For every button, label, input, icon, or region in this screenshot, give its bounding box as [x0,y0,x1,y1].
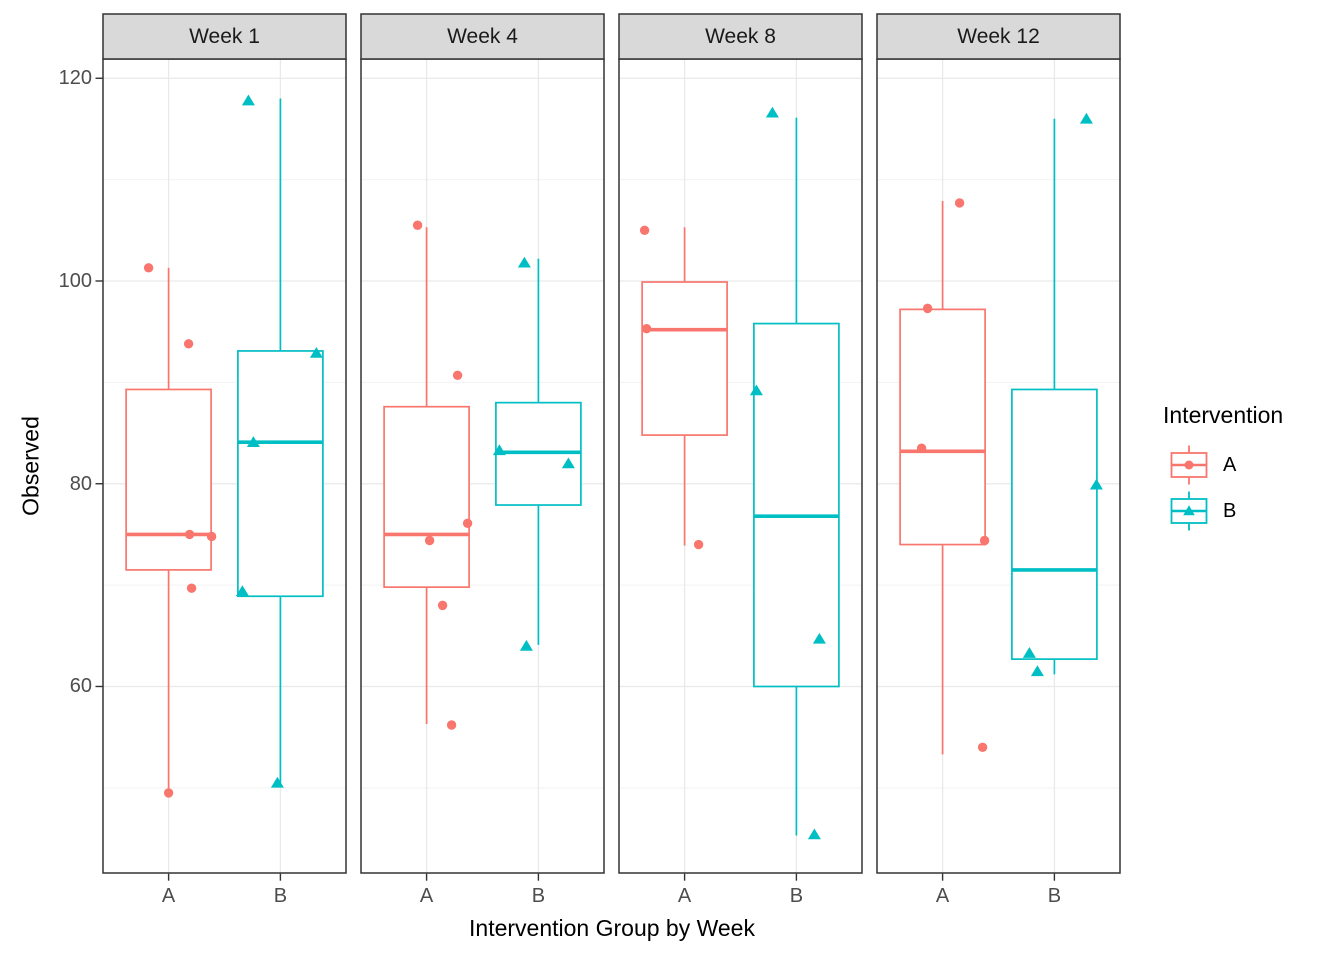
box-iqr [641,281,728,436]
legend-key-boxplot-glyph-b [1167,489,1211,533]
data-point-circle [424,535,435,546]
data-point-circle [163,788,174,798]
box-iqr [383,405,470,588]
data-point-circle [183,339,194,349]
data-point-circle [452,370,463,380]
data-point-triangle [270,776,284,788]
data-point-triangle [235,585,249,596]
data-point-triangle [807,828,821,840]
facet-panel [360,13,605,874]
data-point-circle [446,720,457,730]
data-point-circle [412,220,423,230]
facet-panel [102,13,347,874]
data-point-triangle [517,256,531,268]
boxplot-b [235,94,324,788]
boxplot-b [1011,112,1103,677]
data-point-circle [977,742,988,753]
data-point-circle [206,531,217,542]
data-point-triangle [765,106,779,118]
data-point-circle [954,198,965,208]
data-point-circle [437,600,448,611]
y-tick-label: 120 [58,67,92,90]
facet-strip [618,13,863,60]
x-tick-label: A [419,885,434,907]
data-point-triangle [561,457,575,469]
box-iqr [125,388,212,571]
box-iqr [1011,388,1098,660]
data-point-triangle [1030,665,1044,677]
box-iqr [753,322,840,688]
boxplot-a [125,263,217,798]
y-tick-label: 100 [58,270,92,292]
data-point-triangle [246,436,260,447]
box-iqr [237,350,324,598]
data-point-circle [462,518,473,528]
x-tick-label: A [161,885,176,907]
legend-key-label-b: B [1223,500,1237,522]
data-point-triangle [749,384,763,396]
x-axis-title: Intervention Group by Week [469,915,755,941]
facet-strip [360,13,605,60]
x-tick-label: A [935,885,950,907]
y-tick-label: 80 [69,472,92,495]
boxplot-a [639,225,728,550]
boxplot-b [749,106,840,840]
facet-strip [876,13,1121,60]
facet-panel [876,13,1121,874]
x-tick-label: B [1047,885,1062,907]
data-point-triangle [309,346,323,358]
data-point-circle [143,263,154,273]
x-tick-label: A [677,885,692,907]
data-point-triangle [812,632,826,644]
data-point-triangle [519,639,533,651]
boxplot-a [899,198,990,755]
x-tick-label: B [789,885,804,907]
data-point-circle [639,225,650,236]
x-tick-label: B [531,885,546,907]
x-tick-label: B [273,885,288,907]
boxplot-b [492,256,582,651]
facet-strip [102,13,347,60]
data-point-triangle [1079,112,1093,124]
y-tick-label: 60 [69,675,92,698]
data-point-circle [922,303,933,314]
facet-panel [618,13,863,874]
data-point-circle [916,443,927,453]
data-point-circle [184,529,195,540]
data-point-triangle [1089,478,1103,490]
boxplot-a [383,220,473,730]
y-axis-title: Observed [17,416,44,516]
legend-key-boxplot-glyph-a [1167,443,1211,487]
data-point-circle [979,535,990,546]
data-point-triangle [1022,647,1036,658]
box-iqr [899,308,986,546]
legend-key-label-a: A [1223,454,1237,476]
data-point-circle [186,583,197,593]
data-point-triangle [492,444,506,456]
data-point-circle [641,323,652,334]
legend-title: Intervention [1163,402,1284,428]
data-point-triangle [241,94,255,106]
data-point-circle [693,539,704,550]
